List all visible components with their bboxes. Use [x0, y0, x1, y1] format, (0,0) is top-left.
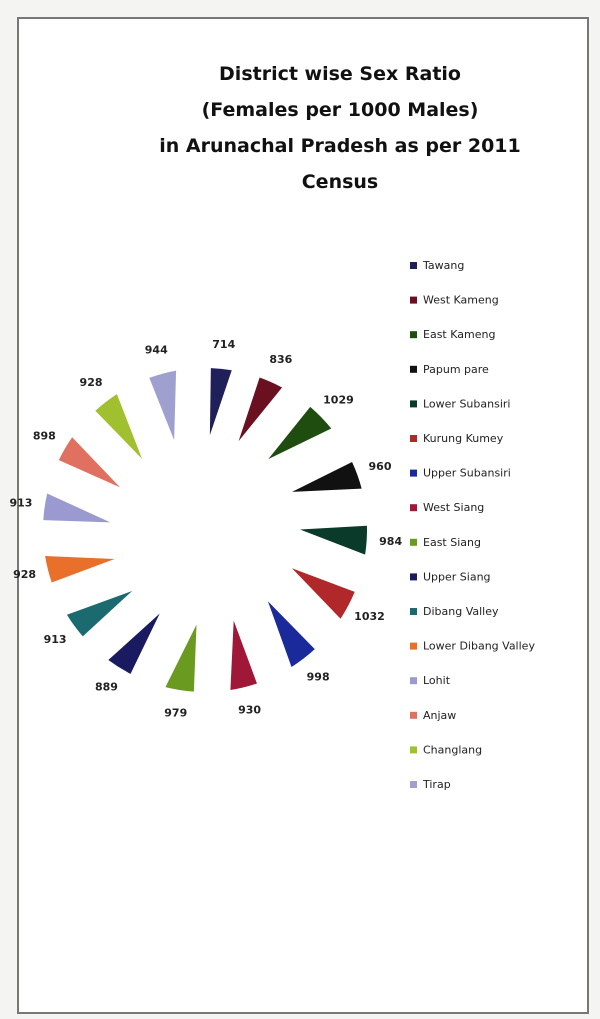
value-label: 913 — [9, 496, 32, 509]
value-label: 979 — [164, 707, 187, 720]
legend-label: West Kameng — [423, 294, 499, 307]
wedge — [45, 556, 115, 583]
wedge — [209, 368, 232, 436]
wedge — [43, 493, 111, 523]
legend-swatch — [410, 400, 417, 408]
wedge — [291, 568, 355, 619]
chart-frame — [17, 17, 589, 1014]
wedge — [268, 406, 332, 460]
legend-swatch — [410, 365, 417, 373]
legend-label: West Siang — [423, 501, 484, 514]
legend-label: Lohit — [423, 674, 451, 687]
legend-label: Tirap — [422, 778, 451, 791]
wedge — [292, 462, 362, 492]
legend-swatch — [410, 435, 417, 442]
legend-swatch — [410, 608, 417, 615]
chart-title: District wise Sex Ratio — [219, 63, 461, 85]
legend-swatch — [410, 296, 417, 304]
wedge — [66, 590, 133, 637]
legend-label: Lower Dibang Valley — [423, 640, 535, 653]
legend: Tawang West Kameng East Kameng Papum pare Lo… — [410, 259, 535, 791]
value-label: 714 — [212, 338, 235, 351]
title-group: District wise Sex Ratio (Females per 1000… — [159, 63, 521, 193]
value-label: 944 — [145, 344, 168, 357]
plot: 714 836 1029 960 984 1032 998 930 979 889 913 928 91… — [9, 338, 402, 720]
chart-title: in Arunachal Pradesh as per 2011 — [159, 135, 521, 157]
wedge — [108, 613, 160, 674]
value-label: 913 — [44, 633, 67, 646]
value-label: 1029 — [323, 393, 354, 406]
legend-swatch — [410, 781, 417, 788]
legend-label: Lower Subansiri — [423, 397, 510, 410]
legend-label: Upper Siang — [423, 570, 491, 583]
legend-swatch — [410, 262, 417, 269]
legend-label: Upper Subansiri — [423, 467, 511, 480]
value-label: 889 — [95, 681, 118, 694]
value-label: 960 — [369, 460, 392, 473]
legend-swatch — [410, 746, 417, 754]
value-label: 930 — [238, 704, 261, 717]
legend-label: East Kameng — [423, 328, 495, 341]
legend-label: Anjaw — [423, 709, 456, 722]
value-label: 898 — [33, 429, 56, 442]
legend-swatch — [410, 538, 417, 546]
value-label: 1032 — [354, 610, 385, 623]
legend-label: Kurung Kumey — [423, 432, 504, 445]
wedge — [165, 624, 197, 692]
legend-label: East Siang — [423, 536, 481, 549]
legend-swatch — [410, 642, 417, 650]
value-label: 928 — [80, 376, 103, 389]
wedge — [267, 601, 315, 667]
legend-label: Tawang — [422, 259, 464, 272]
legend-swatch — [410, 677, 417, 685]
value-label: 928 — [13, 568, 36, 581]
wedge — [238, 377, 283, 442]
legend-label: Changlang — [423, 743, 482, 756]
value-label: 984 — [379, 535, 402, 548]
wedge — [95, 394, 143, 459]
wedge — [299, 525, 368, 555]
legend-swatch — [410, 711, 417, 719]
value-label: 998 — [307, 671, 330, 684]
legend-swatch — [410, 469, 417, 477]
legend-swatch — [410, 504, 417, 512]
legend-swatch — [410, 331, 417, 339]
legend-swatch — [410, 573, 417, 581]
chart-title: (Females per 1000 Males) — [202, 99, 479, 121]
legend-label: Dibang Valley — [423, 605, 499, 618]
chart-title: Census — [302, 171, 379, 193]
wedge — [149, 370, 177, 441]
legend-label: Papum pare — [423, 363, 489, 376]
wedge — [58, 437, 121, 488]
value-label: 836 — [269, 353, 292, 366]
wedge — [230, 620, 257, 690]
